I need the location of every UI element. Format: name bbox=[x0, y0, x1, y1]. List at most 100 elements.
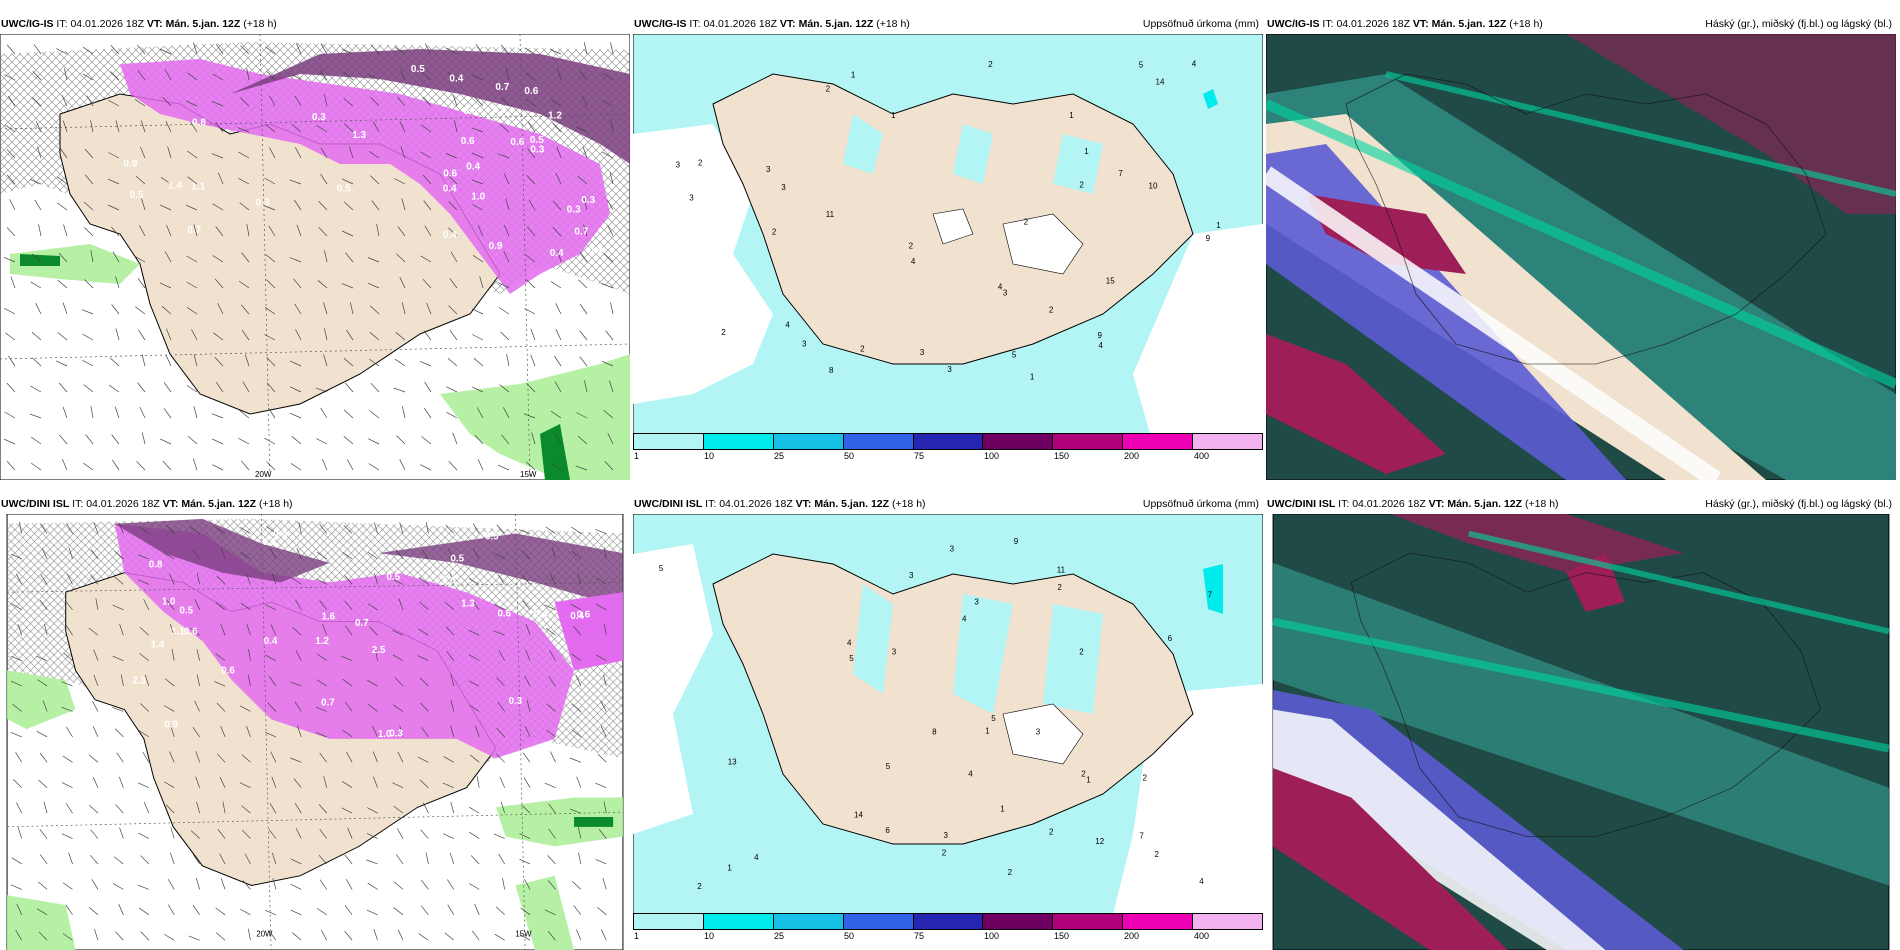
valid-time: Mán. 5.jan. 12Z bbox=[181, 498, 257, 510]
panel-snow-ig: UWC/IG-IS IT: 04.01.2026 18Z VT: Mán. 5.… bbox=[0, 15, 630, 480]
map-value-label: 1.0 bbox=[471, 191, 485, 202]
map-value-label: 10 bbox=[1149, 182, 1158, 191]
colorbar-tick: 200 bbox=[1124, 931, 1140, 941]
map-value-label: 0.3 bbox=[567, 205, 581, 216]
map-value-label: 8 bbox=[932, 727, 937, 736]
lon-label-15w: 15W bbox=[515, 929, 532, 938]
map-value-label: 0.6 bbox=[524, 86, 538, 97]
map-value-label: 1.2 bbox=[548, 111, 562, 122]
map-value-label: 0.5 bbox=[450, 553, 464, 564]
colorbar-tick: 100 bbox=[984, 451, 1000, 461]
model-name: UWC/DINI ISL bbox=[1267, 498, 1336, 510]
map-value-label: 1 bbox=[1086, 775, 1091, 784]
colorbar-swatch bbox=[773, 434, 844, 449]
map-value-label: 0.6 bbox=[221, 666, 235, 677]
lead-time: (+18 h) bbox=[891, 498, 926, 510]
panel-title: Háský (gr.), miðský (fj.bl.) og lágský (… bbox=[1705, 498, 1892, 510]
map-value-label: 4 bbox=[785, 320, 790, 329]
map-value-label: 0.3 bbox=[256, 198, 270, 209]
map-value-label: 2 bbox=[860, 344, 865, 353]
map-value-label: 1.4 bbox=[168, 180, 182, 191]
panel-title: Uppsöfnuð úrkoma (mm) bbox=[1142, 18, 1259, 30]
map-value-label: 1.6 bbox=[442, 576, 456, 587]
map-value-label: 2 bbox=[721, 328, 726, 337]
map-value-label: 2 bbox=[1143, 773, 1148, 782]
colorbar-swatch bbox=[1053, 434, 1124, 449]
it-label: IT: bbox=[1338, 498, 1350, 510]
map-value-label: 2.5 bbox=[372, 645, 386, 656]
it-label: IT: bbox=[1322, 18, 1334, 30]
map-value-label: 0.9 bbox=[123, 159, 137, 170]
init-time: 04.01.2026 18Z bbox=[703, 18, 777, 30]
map-value-label: 4 bbox=[968, 769, 973, 778]
map-value-label: 0.3 bbox=[509, 696, 523, 707]
map-value-label: 2 bbox=[1081, 769, 1086, 778]
map-value-label: 2 bbox=[909, 242, 914, 251]
colorbar-tick: 400 bbox=[1194, 451, 1210, 461]
it-label: IT: bbox=[705, 498, 717, 510]
colorbar-tick: 75 bbox=[914, 931, 925, 941]
colorbar-tick: 150 bbox=[1054, 931, 1070, 941]
map-value-label: 1.4 bbox=[151, 640, 165, 651]
map-value-label: 0.3 bbox=[389, 729, 403, 740]
map-value-label: 0.7 bbox=[574, 227, 588, 238]
map-value-label: 2 bbox=[942, 848, 947, 857]
map-value-label: 5 bbox=[849, 654, 854, 663]
map-value-label: 9 bbox=[1098, 331, 1103, 340]
map-value-label: 3 bbox=[944, 831, 949, 840]
panel-snow-dini: UWC/DINI ISL IT: 04.01.2026 18Z VT: Mán.… bbox=[0, 495, 630, 950]
map-value-label: 3 bbox=[1003, 289, 1008, 298]
precip-colorbar: 1 10 25 50 75 100 150 200 400 bbox=[633, 433, 1263, 463]
lon-label-20w: 20W bbox=[256, 929, 273, 938]
colorbar-swatch bbox=[913, 914, 984, 929]
map-value-label: 5 bbox=[886, 762, 891, 771]
map-value-label: 0.4 bbox=[264, 636, 278, 647]
colorbar-swatch bbox=[1193, 434, 1263, 449]
map-value-label: 5 bbox=[1012, 351, 1017, 360]
map-value-label: 9 bbox=[1014, 537, 1019, 546]
map-value-label: 0.4 bbox=[443, 230, 457, 241]
map-value-label: 0.7 bbox=[187, 225, 201, 236]
valid-time: Mán. 5.jan. 12Z bbox=[165, 18, 241, 30]
map-value-label: 6 bbox=[1168, 634, 1173, 643]
map-value-label: 2 bbox=[1049, 306, 1054, 315]
map-value-label: 5 bbox=[659, 564, 664, 573]
map-value-label: 7 bbox=[1118, 169, 1123, 178]
map-value-label: 5 bbox=[991, 714, 996, 723]
init-time: 04.01.2026 18Z bbox=[1336, 18, 1410, 30]
colorbar-swatch bbox=[913, 434, 984, 449]
init-time: 04.01.2026 18Z bbox=[70, 18, 144, 30]
map-snow-ig: 0.4 0.3 0.6 0.3 0.4 0.8 0.5 1.3 0.7 0.9 0.4 0.6 0.5 1… bbox=[0, 34, 630, 480]
map-value-label: 0.9 bbox=[489, 241, 503, 252]
map-value-label: 1.3 bbox=[352, 130, 366, 141]
valid-time: Mán. 5.jan. 12Z bbox=[1431, 18, 1507, 30]
map-value-label: 0.3 bbox=[273, 528, 287, 539]
map-value-label: 1 bbox=[1216, 221, 1221, 230]
model-name: UWC/IG-IS bbox=[634, 18, 687, 30]
map-value-label: 1.3 bbox=[461, 599, 475, 610]
map-value-label: 2.3 bbox=[132, 675, 146, 686]
map-value-label: 0.3 bbox=[581, 195, 595, 206]
map-value-label: 0.5 bbox=[337, 183, 351, 194]
map-value-label: 3 bbox=[920, 348, 925, 357]
map-value-label: 2 bbox=[698, 159, 703, 168]
colorbar-tick: 50 bbox=[844, 931, 855, 941]
colorbar-tick: 10 bbox=[704, 451, 715, 461]
map-value-label: 0.4 bbox=[466, 162, 480, 173]
colorbar-tick: 25 bbox=[774, 931, 785, 941]
map-value-label: 8 bbox=[829, 366, 834, 375]
colorbar-tick: 1 bbox=[634, 451, 640, 461]
vt-label: VT: bbox=[146, 18, 163, 30]
map-value-label: 0.6 bbox=[443, 169, 457, 180]
map-value-label: 3 bbox=[766, 165, 771, 174]
it-label: IT: bbox=[56, 18, 68, 30]
map-value-label: 0.6 bbox=[498, 608, 512, 619]
map-value-label: 1 bbox=[1069, 111, 1074, 120]
init-time: 04.01.2026 18Z bbox=[1352, 498, 1426, 510]
map-value-label: 4 bbox=[754, 853, 759, 862]
map-value-label: 4 bbox=[998, 283, 1003, 292]
map-value-label: 0.8 bbox=[492, 105, 506, 116]
map-value-label: 1.0 bbox=[162, 597, 176, 608]
map-value-label: 2 bbox=[1008, 868, 1013, 877]
